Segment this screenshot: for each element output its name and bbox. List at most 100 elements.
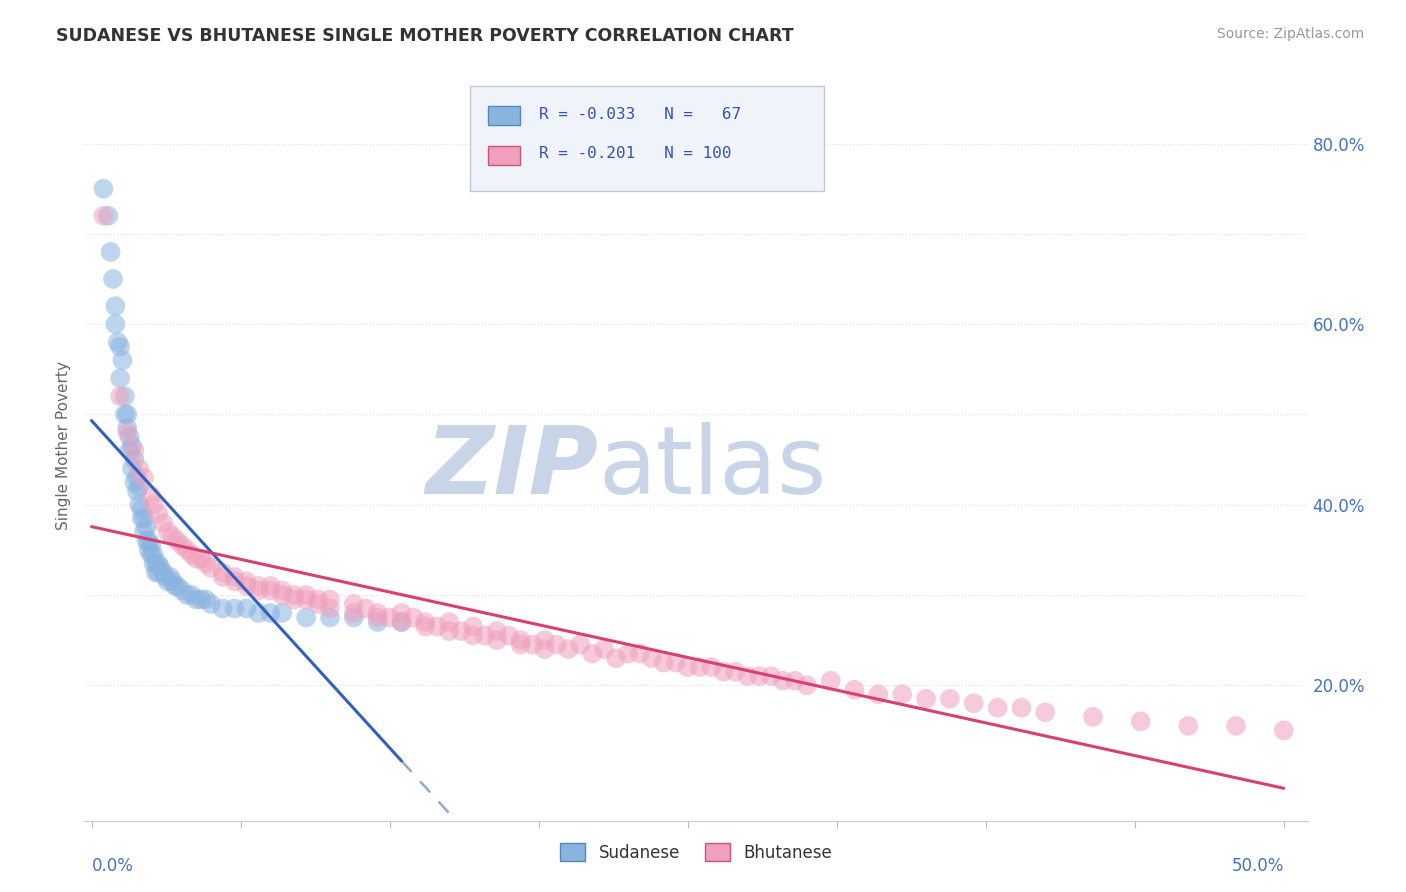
- Point: [148, 507, 170, 521]
- Point: [987, 700, 1010, 714]
- Point: [915, 691, 938, 706]
- Point: [156, 574, 179, 589]
- Point: [224, 601, 246, 615]
- Point: [135, 520, 157, 534]
- Point: [772, 673, 794, 688]
- Point: [152, 516, 174, 530]
- Point: [509, 633, 531, 648]
- Point: [111, 353, 134, 368]
- Point: [437, 615, 460, 629]
- Point: [108, 389, 131, 403]
- Point: [713, 665, 735, 679]
- Point: [844, 682, 866, 697]
- Point: [426, 619, 449, 633]
- Point: [180, 547, 202, 561]
- Point: [166, 533, 188, 548]
- Point: [211, 570, 233, 584]
- Point: [131, 511, 153, 525]
- Text: atlas: atlas: [598, 423, 827, 515]
- Point: [402, 610, 425, 624]
- Point: [283, 592, 305, 607]
- Point: [724, 665, 747, 679]
- Point: [939, 691, 962, 706]
- Point: [271, 606, 294, 620]
- Point: [156, 524, 179, 539]
- Point: [605, 651, 627, 665]
- Y-axis label: Single Mother Poverty: Single Mother Poverty: [56, 361, 72, 531]
- Point: [307, 592, 329, 607]
- Point: [200, 561, 222, 575]
- Point: [259, 579, 281, 593]
- Point: [121, 461, 143, 475]
- Point: [176, 588, 198, 602]
- Point: [149, 561, 172, 575]
- Point: [735, 669, 758, 683]
- Point: [142, 547, 165, 561]
- Point: [186, 552, 208, 566]
- Point: [142, 557, 165, 571]
- Point: [224, 570, 246, 584]
- Point: [367, 615, 389, 629]
- Point: [437, 624, 460, 638]
- Point: [1081, 710, 1104, 724]
- Point: [128, 498, 150, 512]
- Text: ZIP: ZIP: [425, 423, 598, 515]
- Point: [533, 642, 555, 657]
- Point: [319, 610, 342, 624]
- Point: [159, 570, 181, 584]
- Point: [125, 470, 148, 484]
- Point: [114, 389, 136, 403]
- Point: [593, 642, 616, 657]
- Point: [533, 633, 555, 648]
- Point: [117, 425, 139, 440]
- Point: [748, 669, 770, 683]
- Point: [569, 638, 592, 652]
- Point: [139, 489, 162, 503]
- Point: [235, 601, 257, 615]
- Point: [391, 615, 413, 629]
- Point: [108, 340, 131, 354]
- Point: [104, 317, 127, 331]
- Point: [139, 547, 162, 561]
- Point: [474, 629, 496, 643]
- Point: [581, 647, 603, 661]
- Point: [652, 656, 675, 670]
- Point: [93, 209, 115, 223]
- Point: [124, 475, 146, 489]
- Text: SUDANESE VS BHUTANESE SINGLE MOTHER POVERTY CORRELATION CHART: SUDANESE VS BHUTANESE SINGLE MOTHER POVE…: [56, 27, 794, 45]
- Point: [235, 579, 257, 593]
- Point: [378, 610, 401, 624]
- Point: [163, 579, 186, 593]
- Point: [118, 443, 141, 458]
- Point: [194, 592, 217, 607]
- Point: [247, 579, 270, 593]
- Point: [101, 272, 124, 286]
- Point: [124, 443, 146, 458]
- Point: [114, 408, 136, 422]
- Point: [295, 610, 318, 624]
- Point: [211, 601, 233, 615]
- Point: [172, 583, 194, 598]
- Point: [176, 542, 198, 557]
- Point: [162, 529, 184, 543]
- Point: [121, 439, 143, 453]
- Point: [132, 511, 155, 525]
- Point: [1129, 714, 1152, 729]
- Point: [461, 619, 484, 633]
- Point: [172, 538, 194, 552]
- Point: [152, 566, 174, 580]
- Point: [665, 656, 688, 670]
- Point: [100, 244, 122, 259]
- Point: [211, 566, 233, 580]
- Point: [1272, 723, 1295, 738]
- Point: [128, 480, 150, 494]
- Point: [235, 574, 257, 589]
- Point: [247, 606, 270, 620]
- Point: [343, 606, 366, 620]
- Point: [93, 182, 115, 196]
- Point: [759, 669, 782, 683]
- Point: [1225, 719, 1247, 733]
- Point: [145, 557, 167, 571]
- Point: [391, 615, 413, 629]
- Point: [367, 606, 389, 620]
